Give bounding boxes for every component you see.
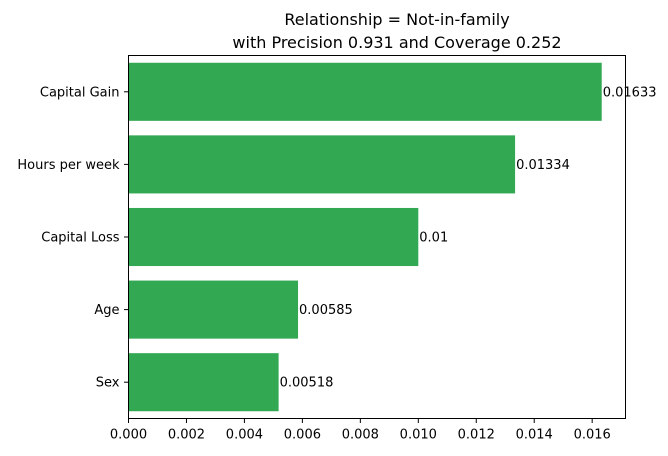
bar-value-label: 0.01334	[516, 158, 570, 173]
x-tick-label: 0.000	[110, 428, 147, 443]
x-tick-label: 0.016	[574, 428, 611, 443]
y-tick-label: Hours per week	[17, 158, 120, 173]
bar-value-label: 0.01633	[603, 85, 657, 100]
y-tick-label: Age	[94, 303, 119, 318]
chart-title: Relationship = Not-in-family	[284, 10, 509, 29]
x-tick-label: 0.008	[342, 428, 379, 443]
y-tick-label: Sex	[96, 376, 120, 391]
x-tick-label: 0.006	[284, 428, 321, 443]
bar	[128, 207, 419, 267]
x-axis: 0.000 0.002 0.004 0.006 0.008 0.010 0.012 0.014…	[110, 418, 611, 443]
bar-value-label: 0.01	[419, 231, 448, 246]
bar	[128, 353, 279, 412]
bar-value-label: 0.00585	[299, 303, 353, 318]
value-labels-group: 0.01633 0.01334 0.01 0.00585 0.00518	[280, 85, 657, 390]
bar-value-label: 0.00518	[280, 376, 334, 391]
chart-subtitle: with Precision 0.931 and Coverage 0.252	[232, 33, 561, 52]
y-tick-label: Capital Loss	[41, 231, 119, 246]
bar	[128, 62, 602, 121]
x-tick-label: 0.012	[458, 428, 495, 443]
bar	[128, 280, 299, 339]
bar	[128, 135, 516, 194]
y-axis: Capital Gain Hours per week Capital Loss Ag…	[17, 85, 129, 391]
y-tick-label: Capital Gain	[40, 85, 120, 100]
plot-frame	[128, 55, 626, 419]
x-tick-label: 0.004	[226, 428, 263, 443]
x-tick-label: 0.014	[516, 428, 553, 443]
bars-group	[128, 62, 602, 412]
x-tick-label: 0.002	[168, 428, 205, 443]
x-tick-label: 0.010	[400, 428, 437, 443]
